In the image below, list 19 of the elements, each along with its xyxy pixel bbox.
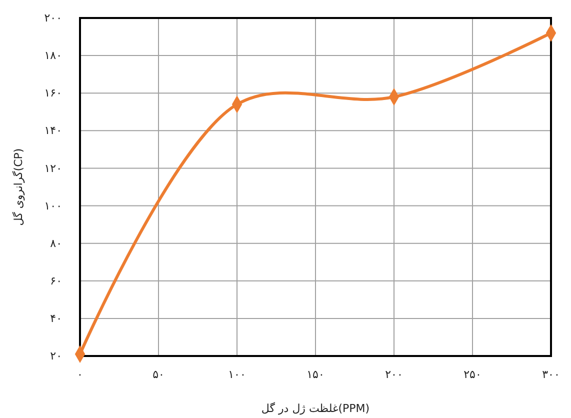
x-tick-label: ۰: [77, 368, 83, 381]
y-tick-label: ۱۲۰: [44, 162, 62, 175]
y-tick-label: ۶۰: [50, 274, 62, 288]
x-tick-label: ۵۰: [152, 368, 164, 381]
x-tick-label: ۲۵۰: [464, 368, 482, 381]
y-tick-label: ۲۰: [50, 350, 62, 363]
y-tick-label: ۱۰۰: [44, 199, 62, 212]
y-tick-label: ۴۰: [50, 312, 62, 325]
x-axis-title: غلظت ژل در گل(PPM): [261, 402, 370, 415]
y-tick-label: ۱۸۰: [44, 49, 62, 62]
y-tick-label: ۱۴۰: [44, 124, 62, 138]
y-tick-label: ۸۰: [50, 236, 62, 250]
x-tick-label: ۲۰۰: [385, 368, 403, 381]
y-tick-label: ۲۰۰: [44, 12, 62, 25]
x-tick-label: ۳۰۰: [542, 368, 560, 381]
y-axis-title: گرانروی گل(CP): [12, 148, 25, 226]
x-tick-label: ۱۵۰: [306, 368, 324, 381]
y-tick-label: ۱۶۰: [44, 86, 62, 100]
x-tick-label: ۱۰۰: [228, 368, 246, 381]
